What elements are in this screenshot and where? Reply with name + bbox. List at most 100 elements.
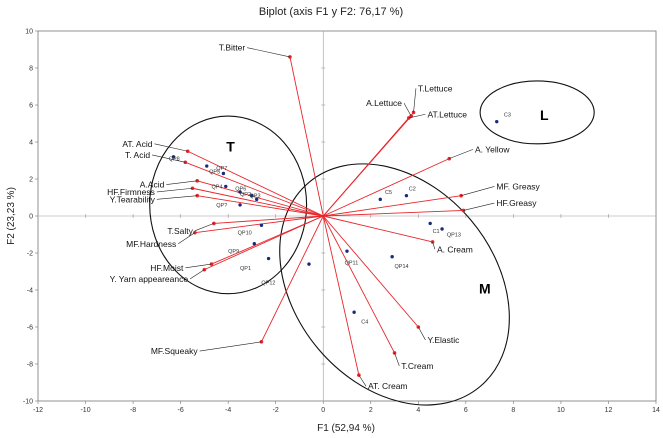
variable-label: Y.Elastic [427, 335, 460, 345]
variable-leader [152, 154, 186, 163]
variable-vector [322, 215, 419, 328]
observation-label: C2 [409, 186, 416, 192]
variable-vector [323, 158, 450, 217]
observation-label: QP11 [345, 260, 359, 266]
observation-label: QP13 [447, 233, 461, 239]
group-ellipse [279, 163, 510, 406]
x-tick-label: 6 [464, 407, 468, 414]
variable-label: T.Salty [167, 226, 193, 236]
observation-label: QP5 [209, 170, 220, 176]
observation-point [307, 262, 311, 266]
x-tick-label: 8 [511, 407, 515, 414]
observation-point [221, 171, 226, 176]
y-tick-label: 10 [25, 29, 33, 36]
variable-label: AT. Cream [368, 381, 408, 391]
y-tick-label: 4 [29, 140, 33, 147]
observation-point [252, 242, 256, 246]
variable-leader [394, 352, 400, 366]
variable-label: Y.Tearability [110, 194, 156, 204]
variable-leader [156, 195, 198, 200]
variable-label: MF.Squeaky [151, 346, 199, 356]
variable-label: T.Cream [401, 361, 433, 371]
x-tick-label: 4 [416, 407, 420, 414]
variable-vector [197, 195, 324, 217]
variable-label: A.Lettuce [366, 98, 402, 108]
group-ellipse [479, 80, 595, 145]
x-tick-label: 12 [605, 407, 613, 414]
observation-label: QP6 [235, 186, 246, 192]
variable-leader [432, 241, 436, 250]
observation-point [254, 197, 259, 202]
observation-point [352, 310, 356, 314]
x-tick-label: 14 [652, 407, 660, 414]
y-tick-label: -8 [27, 362, 33, 369]
variable-label: AT. Acid [122, 139, 152, 149]
variable-leader [413, 88, 417, 113]
group-ellipses: T L M [149, 80, 595, 406]
variable-vector [323, 195, 462, 217]
variable-vectors: T.Bitter T.Lettuce A.Lettuce AT.Lettuce A. Y… [107, 43, 540, 392]
variable-label: HF.Greasy [496, 198, 537, 208]
axes: -12 -10 -8 -6 -4 -2 0 2 4 6 8 10 12 14-10-8-6-4-20246… [23, 29, 660, 415]
y-tick-label: -4 [27, 288, 33, 295]
variable-label: HF.Moist [150, 263, 184, 273]
y-tick-label: 6 [29, 103, 33, 110]
variable-label: Y. Yarn appeareance [110, 274, 189, 284]
group-label: M [479, 281, 491, 297]
group-label: L [540, 107, 549, 123]
observation-label: C1 [433, 229, 440, 235]
group-ellipse [149, 115, 308, 295]
variable-vector [322, 215, 360, 376]
observation-point [390, 255, 394, 259]
observation-label: QP? [216, 203, 227, 209]
observation-label: QP3 [250, 194, 261, 200]
variable-label: HF.Firmness [107, 187, 155, 197]
observation-point [378, 197, 382, 202]
observation-point [345, 249, 349, 253]
observation-label: QP4 [212, 184, 223, 190]
y-tick-label: 0 [29, 214, 33, 221]
variable-leader [178, 232, 196, 244]
variable-point [259, 340, 264, 344]
variable-label: MF.Hardness [126, 239, 176, 249]
observation-label: QP9 [228, 249, 239, 255]
observation-point [404, 193, 409, 198]
variable-leader [185, 263, 212, 269]
variable-leader [154, 143, 188, 152]
observation-label: QP2 [240, 192, 251, 198]
y-tick-label: 8 [29, 66, 33, 73]
observation-point [428, 221, 432, 226]
observation-label: QP1 [240, 266, 251, 272]
variable-leader [247, 47, 291, 58]
variable-label: T.Lettuce [418, 83, 453, 93]
chart-title: Biplot (axis F1 y F2: 76,17 %) [259, 6, 403, 18]
variable-vector [322, 117, 410, 217]
variable-leader [156, 187, 193, 193]
x-tick-label: 0 [321, 407, 325, 414]
variable-vector [323, 215, 433, 243]
observation-point [440, 227, 444, 231]
variable-leader [449, 149, 474, 159]
variable-leader [418, 326, 426, 341]
variable-leader [463, 202, 495, 211]
variable-vector [192, 187, 324, 217]
observation-point [238, 190, 242, 194]
variable-vector [261, 215, 324, 342]
x-tick-label: 10 [557, 407, 565, 414]
x-tick-label: -12 [33, 407, 43, 414]
variable-label: A. Yellow [475, 144, 510, 154]
variable-leader [199, 341, 262, 352]
variable-leader [358, 374, 367, 387]
variable-vector [197, 180, 324, 217]
variable-leader [166, 180, 198, 185]
variable-leader [408, 113, 426, 119]
observation-label: QP10 [238, 231, 252, 237]
variable-vector [187, 150, 324, 217]
observation-label: QP12 [261, 281, 275, 287]
variable-leader [189, 269, 205, 280]
variable-leader [403, 103, 412, 117]
variable-label: T.Bitter [219, 43, 246, 53]
observation-label: QP14 [395, 264, 409, 270]
